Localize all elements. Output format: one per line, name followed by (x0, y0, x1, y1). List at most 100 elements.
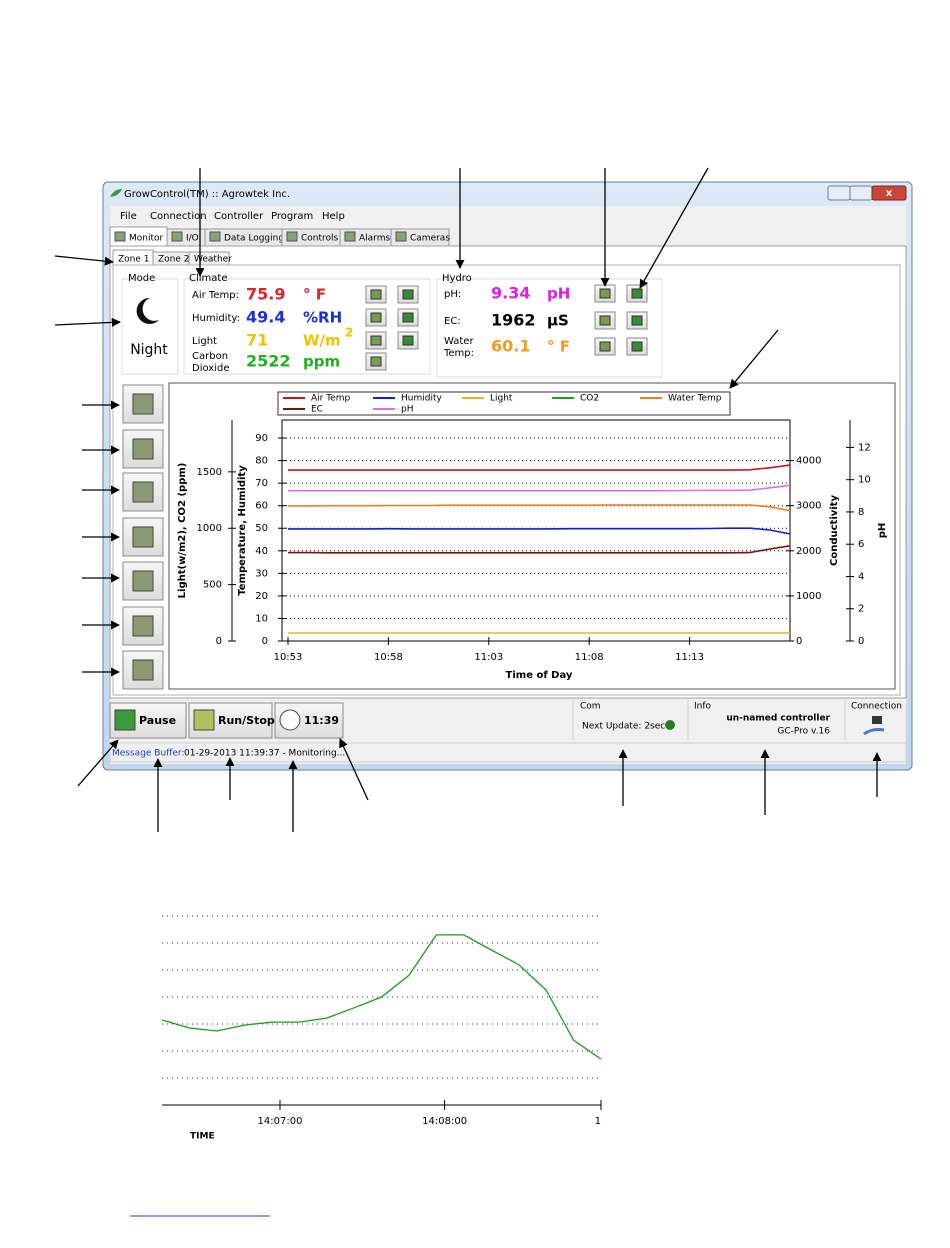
reading-label: Temp: (443, 348, 474, 359)
reading-label: Air Temp: (192, 290, 239, 301)
mode-group (121, 278, 179, 375)
tab-label[interactable]: Monitor (129, 234, 164, 244)
legend-label: Air Temp (311, 394, 350, 404)
settings-button-glyph[interactable] (631, 341, 643, 352)
settings-button-glyph[interactable] (631, 315, 643, 326)
climate-group (183, 278, 431, 375)
tab-label[interactable]: I/O (186, 234, 199, 244)
y-tick-label: 60 (255, 501, 268, 512)
x-tick-label: 11:03 (474, 652, 503, 663)
y-tick-label: 30 (255, 568, 268, 579)
reading-unit: %RH (303, 309, 342, 327)
tool-icon[interactable] (132, 481, 154, 503)
series-line (288, 527, 790, 535)
tab-label[interactable]: Alarms (359, 234, 390, 244)
tab-icon (171, 231, 183, 242)
tab-label[interactable]: Data Logging (224, 234, 284, 244)
tab-icon (286, 231, 298, 242)
y-tick-label: 12 (858, 442, 871, 453)
tab-label[interactable]: Cameras (410, 234, 450, 244)
y-tick-label: 90 (255, 433, 268, 444)
y-tick-label: 1500 (197, 467, 222, 478)
zone-tab-label[interactable]: Zone 2 (158, 255, 190, 265)
tool-icon[interactable] (132, 438, 154, 460)
window-title: GrowControl(TM) :: Agrowtek Inc. (124, 189, 290, 200)
mode-state: Night (130, 342, 168, 358)
reading-superscript: 2 (345, 326, 353, 340)
action-icon[interactable] (279, 709, 301, 731)
menu-item[interactable]: Help (322, 211, 345, 222)
tool-icon[interactable] (132, 393, 154, 415)
reading-value: 71 (246, 331, 268, 350)
window-controls[interactable]: x (827, 185, 907, 201)
tool-icon[interactable] (132, 659, 154, 681)
readings: Air Temp: 75.9 ° F Humidity: 49.4 %RH Light 71 W… (192, 284, 648, 374)
legend-label: pH (401, 405, 413, 415)
tab-icon (209, 231, 221, 242)
second-chart: 14:07:00 14:08:00 1 TIME (161, 915, 602, 1142)
y-tick-label: 40 (255, 546, 268, 557)
action-label[interactable]: Run/Stop (218, 714, 275, 727)
series-line (288, 545, 790, 554)
com-text: Next Update: 2sec (582, 722, 665, 732)
zone-tabs: Zone 1 Zone 2 Weather (112, 249, 232, 267)
series-line (288, 464, 790, 471)
reading-unit: µS (547, 312, 569, 330)
y-tick-label: 0 (858, 636, 864, 647)
tool-icon[interactable] (132, 570, 154, 592)
reading-label: Water (444, 336, 474, 347)
graph-button-glyph[interactable] (599, 341, 611, 352)
x-tick-label: 1 (595, 1116, 601, 1127)
svg-text:x: x (886, 188, 893, 199)
graph-button-glyph[interactable] (599, 288, 611, 299)
settings-button-glyph[interactable] (402, 335, 414, 346)
action-icon[interactable] (193, 709, 215, 731)
graph-button-glyph[interactable] (370, 312, 382, 323)
settings-button-glyph[interactable] (402, 289, 414, 300)
series-line (161, 934, 602, 1060)
y-tick-label: 3000 (796, 501, 821, 512)
tool-button[interactable] (122, 517, 164, 557)
info-version: GC-Pro v.16 (777, 727, 830, 737)
settings-button-glyph[interactable] (402, 312, 414, 323)
reading-unit: ppm (303, 353, 340, 371)
tab-label[interactable]: Controls (301, 234, 339, 244)
menu-item[interactable]: Program (271, 211, 313, 222)
menu-item[interactable]: Controller (214, 211, 264, 222)
graph-button-glyph[interactable] (599, 315, 611, 326)
tool-icon[interactable] (132, 615, 154, 637)
x-axis-title: Time of Day (506, 670, 573, 681)
menu-item[interactable]: File (120, 211, 137, 222)
status-bar (109, 742, 907, 763)
settings-button-glyph[interactable] (631, 288, 643, 299)
y-tick-label: 2000 (796, 546, 821, 557)
x-tick-label: 10:58 (374, 652, 403, 663)
reading-unit: W/m (303, 332, 341, 350)
com-title: Com (580, 702, 601, 712)
menu-item[interactable]: Connection (150, 211, 207, 222)
connection-icon[interactable] (863, 716, 885, 736)
graph-button-glyph[interactable] (370, 289, 382, 300)
bottom-bar: Pause Run/Stop 11:39 (109, 702, 344, 739)
message-text: 01-29-2013 11:39:37 - Monitoring... (184, 749, 345, 759)
y-tick-label: 4000 (796, 456, 821, 467)
y-tick-label: 70 (255, 478, 268, 489)
x-tick-label: 10:53 (274, 652, 303, 663)
info-title: Info (694, 702, 712, 712)
zone-tab-label[interactable]: Zone 1 (118, 255, 150, 265)
zone-tab-label[interactable]: Weather (194, 255, 232, 265)
reading-label: pH: (444, 289, 461, 300)
legend-label: CO2 (580, 394, 599, 404)
axis-title: pH (877, 523, 888, 539)
moon-icon (136, 297, 159, 324)
action-label[interactable]: Pause (139, 714, 176, 727)
y-tick-label: 8 (858, 507, 864, 518)
action-icon[interactable] (114, 709, 136, 731)
axis-title: Temperature, Humidity (237, 465, 248, 596)
action-label[interactable]: 11:39 (304, 714, 339, 727)
reading-value: 49.4 (246, 308, 285, 327)
reading-value: 9.34 (491, 284, 530, 303)
graph-button-glyph[interactable] (370, 356, 382, 367)
tool-icon[interactable] (132, 526, 154, 548)
graph-button-glyph[interactable] (370, 335, 382, 346)
